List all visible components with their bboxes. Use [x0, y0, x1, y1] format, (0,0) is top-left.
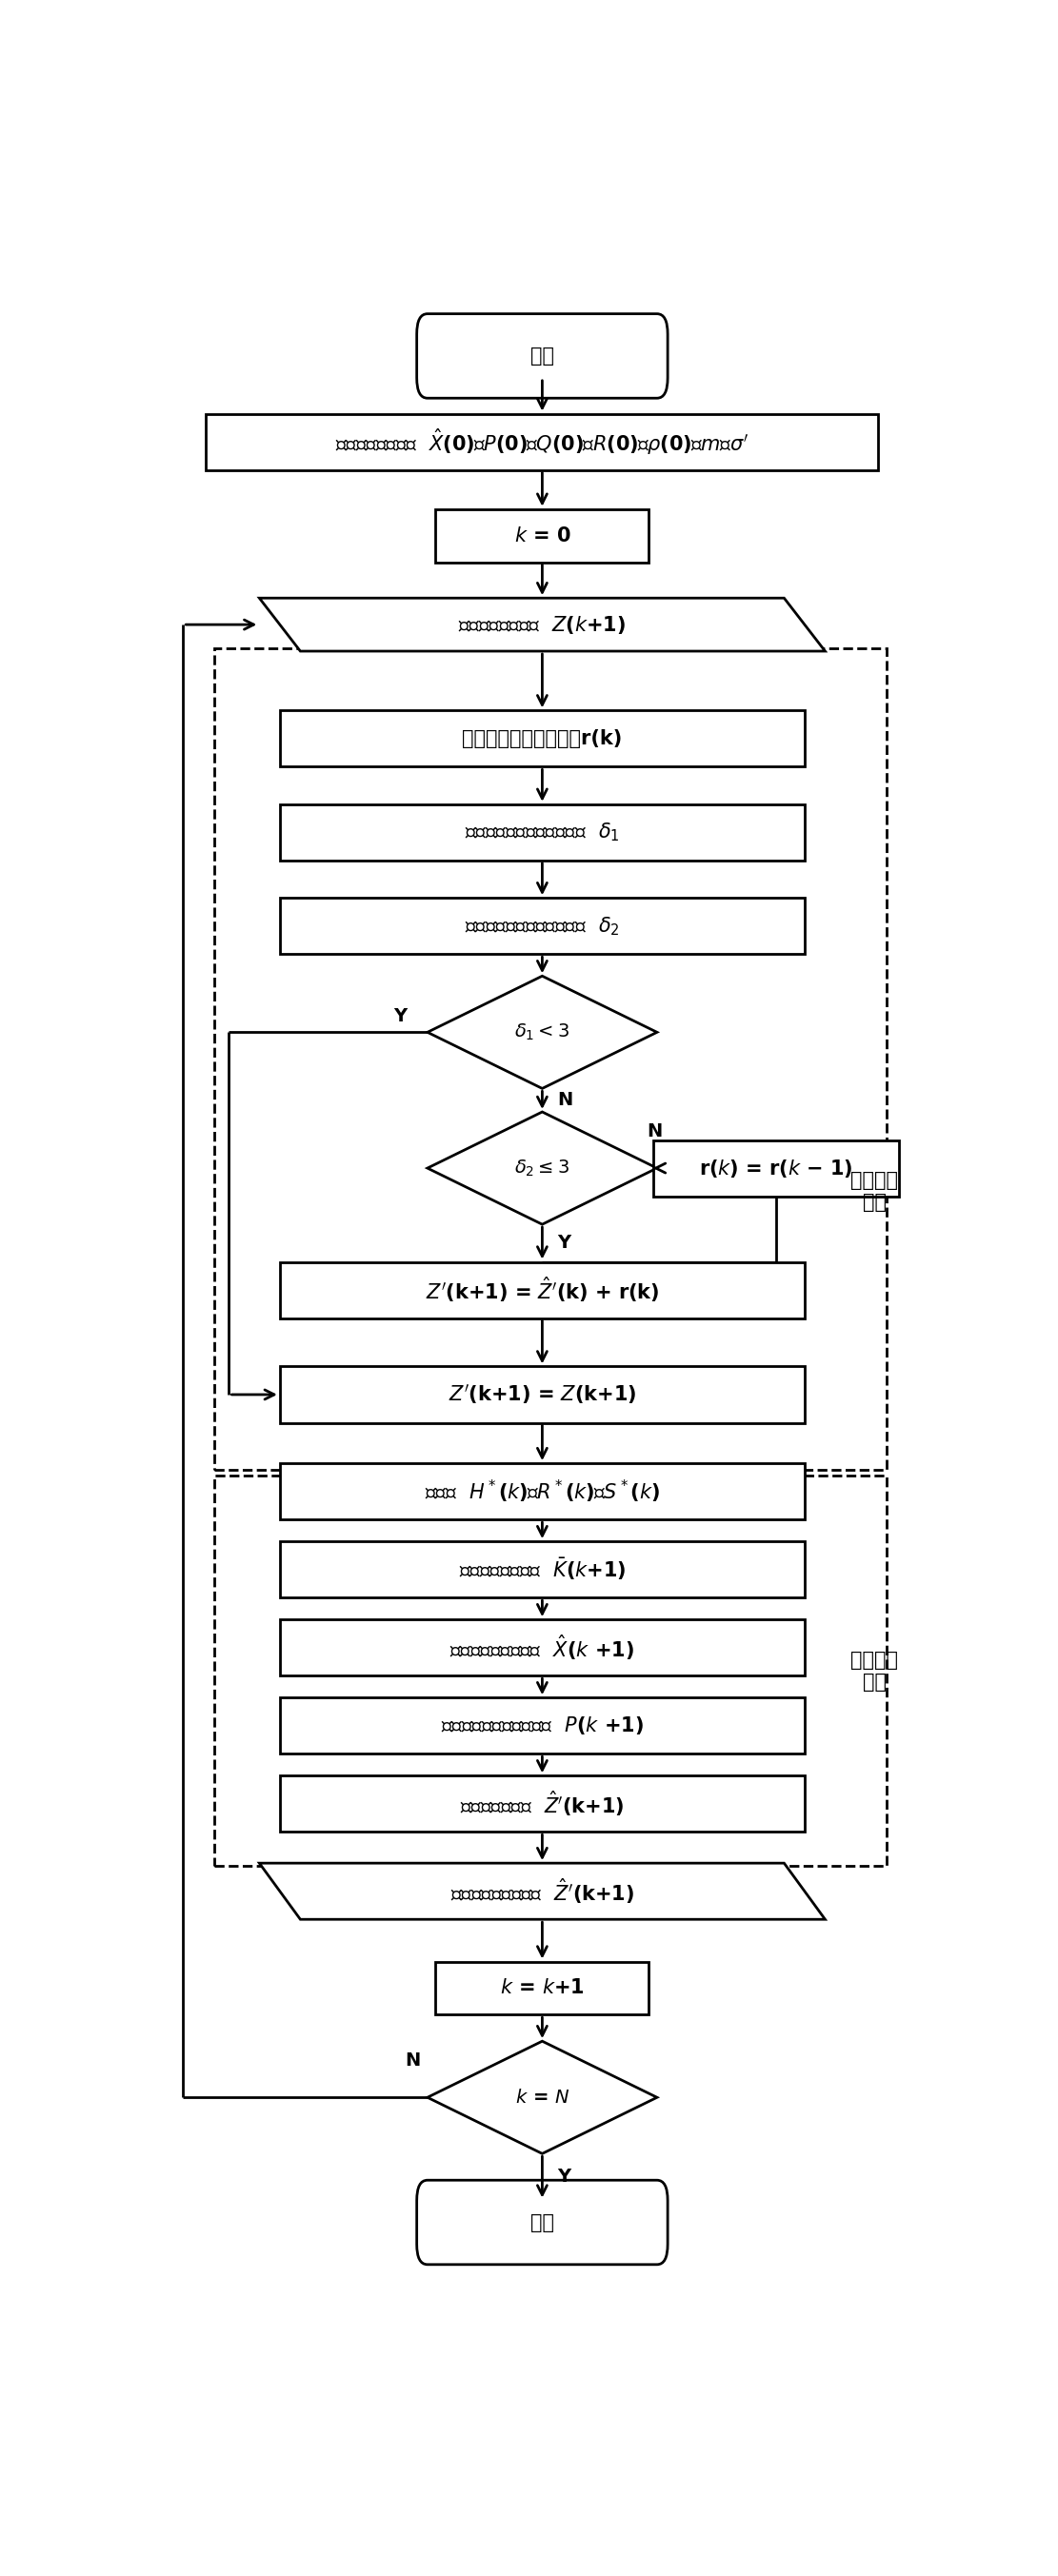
- Text: 计算滤波值误差协方差：  $P$($k$ +1): 计算滤波值误差协方差： $P$($k$ +1): [441, 1716, 643, 1736]
- Polygon shape: [427, 976, 657, 1090]
- Text: 计算状态量滤波值：  $\hat{X}$($k$ +1): 计算状态量滤波值： $\hat{X}$($k$ +1): [450, 1633, 635, 1662]
- Bar: [214, 649, 887, 1468]
- Text: 计算当前一阶差分值：r(k): 计算当前一阶差分值：r(k): [462, 729, 622, 747]
- Bar: [279, 1262, 805, 1319]
- Text: 噪声滤波
环节: 噪声滤波 环节: [851, 1651, 898, 1692]
- Bar: [279, 1463, 805, 1520]
- Bar: [436, 1960, 649, 2014]
- Bar: [279, 804, 805, 860]
- Text: 结束: 结束: [530, 2213, 554, 2231]
- Bar: [279, 1698, 805, 1754]
- Bar: [279, 711, 805, 768]
- Text: 计算观测量异常判断因子：  $\delta_2$: 计算观测量异常判断因子： $\delta_2$: [464, 914, 620, 938]
- Text: 异常滤波
环节: 异常滤波 环节: [851, 1172, 898, 1213]
- Text: N: N: [405, 2050, 420, 2069]
- Bar: [279, 899, 805, 953]
- Polygon shape: [427, 1113, 657, 1224]
- Polygon shape: [427, 2040, 657, 2154]
- Text: 输出观测值滤波值：  $\hat{Z}'$(k+1): 输出观测值滤波值： $\hat{Z}'$(k+1): [451, 1878, 634, 1906]
- Text: $k$ = $k$+1: $k$ = $k$+1: [500, 1978, 584, 1996]
- Text: 计算滤波结果：  $\hat{Z}'$(k+1): 计算滤波结果： $\hat{Z}'$(k+1): [460, 1790, 624, 1819]
- Text: 输入初始参数值：  $\hat{X}$(0)，$P$(0)，$Q$(0)，$R$(0)，$\rho$(0)，$m$，$\sigma'$: 输入初始参数值： $\hat{X}$(0)，$P$(0)，$Q$(0)，$R$(…: [335, 428, 749, 456]
- Bar: [436, 510, 649, 562]
- Text: 计算：  $H^*$($k$)，$R^*$($k$)，$S^*$($k$): 计算： $H^*$($k$)，$R^*$($k$)，$S^*$($k$): [424, 1479, 660, 1504]
- Bar: [279, 1540, 805, 1597]
- Bar: [279, 1620, 805, 1677]
- FancyBboxPatch shape: [417, 314, 668, 399]
- Text: $\delta_2 \leq 3$: $\delta_2 \leq 3$: [514, 1159, 570, 1177]
- Text: $k$ = $N$: $k$ = $N$: [515, 2089, 569, 2107]
- Text: Y: Y: [557, 2169, 570, 2187]
- Text: N: N: [557, 1092, 572, 1110]
- Bar: [279, 1775, 805, 1832]
- Text: 计算观测量异常判断因子：  $\delta_1$: 计算观测量异常判断因子： $\delta_1$: [464, 822, 620, 842]
- Text: 读取当前观测值：  $Z$($k$+1): 读取当前观测值： $Z$($k$+1): [458, 613, 626, 636]
- Text: r($k$) = r($k$ − 1): r($k$) = r($k$ − 1): [699, 1157, 853, 1180]
- Polygon shape: [259, 598, 825, 652]
- Polygon shape: [259, 1862, 825, 1919]
- Text: 计算卡尔曼增益：  $\bar{K}$($k$+1): 计算卡尔曼增益： $\bar{K}$($k$+1): [458, 1556, 626, 1582]
- Text: Y: Y: [557, 1234, 570, 1252]
- Text: N: N: [647, 1123, 662, 1141]
- FancyBboxPatch shape: [417, 2179, 668, 2264]
- Text: $Z'$(k+1) = $\hat{Z}'$(k) + r(k): $Z'$(k+1) = $\hat{Z}'$(k) + r(k): [425, 1275, 659, 1303]
- Bar: [653, 1141, 899, 1195]
- Text: 开始: 开始: [530, 345, 554, 366]
- Text: $\delta_1 < 3$: $\delta_1 < 3$: [514, 1023, 570, 1043]
- Text: $Z'$(k+1) = $Z$(k+1): $Z'$(k+1) = $Z$(k+1): [449, 1383, 636, 1406]
- Bar: [214, 1476, 887, 1865]
- Bar: [206, 415, 878, 469]
- Text: $k$ = 0: $k$ = 0: [514, 526, 570, 546]
- Bar: [279, 1365, 805, 1422]
- Text: Y: Y: [394, 1007, 407, 1025]
